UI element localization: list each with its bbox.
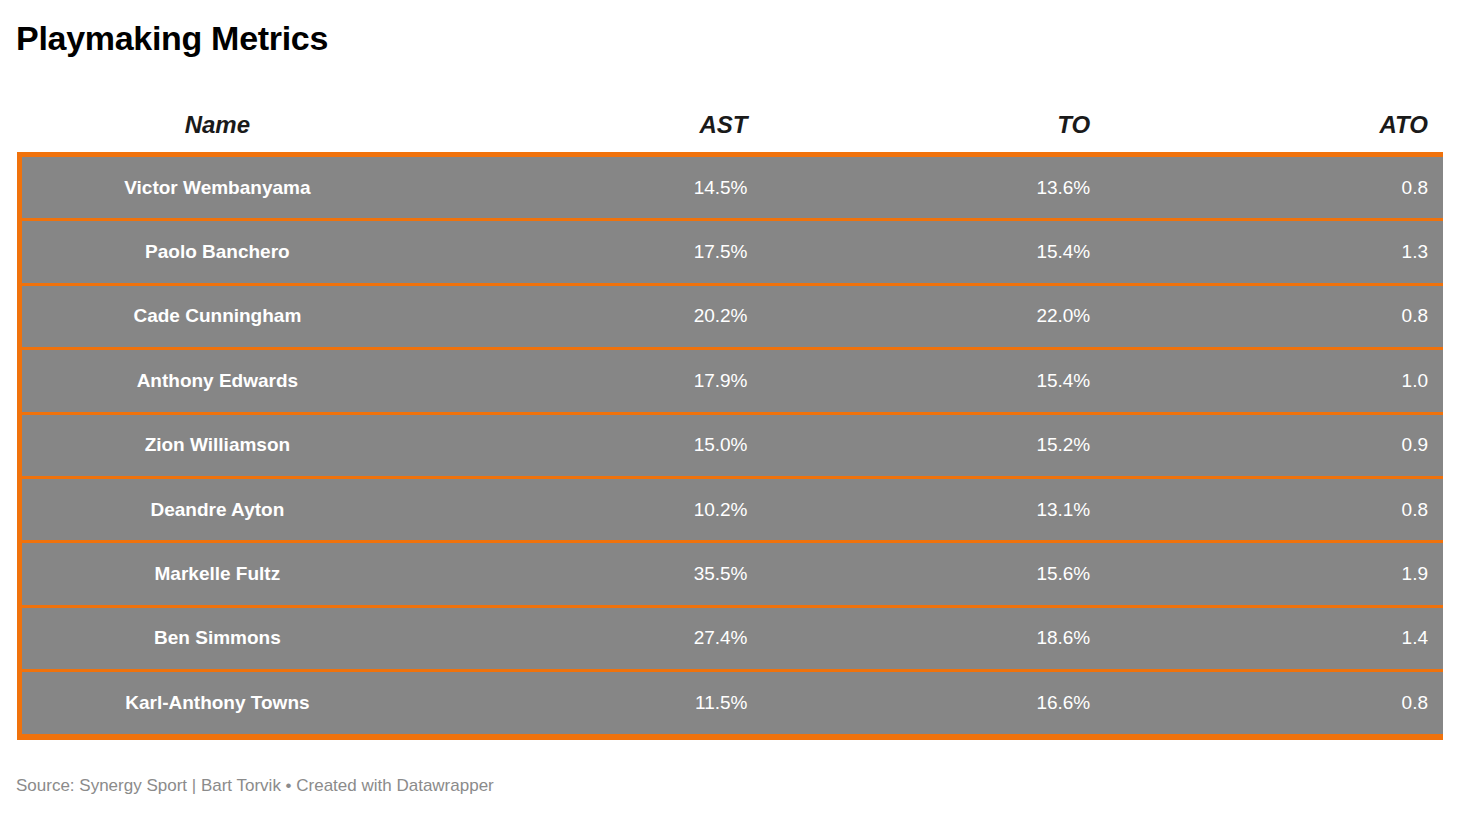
player-name-cell: Cade Cunningham <box>22 305 413 327</box>
table-header-row: Name AST TO ATO <box>17 97 1443 152</box>
ato-cell: 0.8 <box>1093 499 1443 521</box>
player-name-cell: Markelle Fultz <box>22 563 413 585</box>
to-cell: 16.6% <box>756 692 1094 714</box>
to-cell: 13.6% <box>756 177 1094 199</box>
ato-cell: 0.9 <box>1093 434 1443 456</box>
to-cell: 15.6% <box>756 563 1094 585</box>
table-row: Markelle Fultz 35.5% 15.6% 1.9 <box>22 540 1443 604</box>
to-cell: 22.0% <box>756 305 1094 327</box>
column-header-ast: AST <box>413 111 756 139</box>
table-row: Ben Simmons 27.4% 18.6% 1.4 <box>22 605 1443 669</box>
ast-cell: 11.5% <box>413 692 756 714</box>
ast-cell: 14.5% <box>413 177 756 199</box>
table-row: Paolo Banchero 17.5% 15.4% 1.3 <box>22 218 1443 282</box>
table-row: Cade Cunningham 20.2% 22.0% 0.8 <box>22 283 1443 347</box>
player-name-cell: Ben Simmons <box>22 627 413 649</box>
player-name-cell: Anthony Edwards <box>22 370 413 392</box>
ast-cell: 27.4% <box>413 627 756 649</box>
to-cell: 18.6% <box>756 627 1094 649</box>
to-cell: 13.1% <box>756 499 1094 521</box>
player-name-cell: Paolo Banchero <box>22 241 413 263</box>
ast-cell: 35.5% <box>413 563 756 585</box>
table-row: Anthony Edwards 17.9% 15.4% 1.0 <box>22 347 1443 411</box>
ato-cell: 1.4 <box>1093 627 1443 649</box>
to-cell: 15.2% <box>756 434 1094 456</box>
player-name-cell: Victor Wembanyama <box>22 177 413 199</box>
to-cell: 15.4% <box>756 370 1094 392</box>
ast-cell: 17.9% <box>413 370 756 392</box>
table-body: Victor Wembanyama 14.5% 13.6% 0.8 Paolo … <box>17 152 1443 740</box>
ato-cell: 0.8 <box>1093 305 1443 327</box>
ast-cell: 17.5% <box>413 241 756 263</box>
ato-cell: 0.8 <box>1093 692 1443 714</box>
ast-cell: 10.2% <box>413 499 756 521</box>
table-row: Zion Williamson 15.0% 15.2% 0.9 <box>22 412 1443 476</box>
ato-cell: 0.8 <box>1093 177 1443 199</box>
player-name-cell: Karl-Anthony Towns <box>22 692 413 714</box>
ato-cell: 1.9 <box>1093 563 1443 585</box>
playmaking-metrics-page: Playmaking Metrics Name AST TO ATO Victo… <box>0 0 1460 817</box>
column-header-name: Name <box>22 111 413 139</box>
ast-cell: 20.2% <box>413 305 756 327</box>
column-header-ato: ATO <box>1093 111 1443 139</box>
ato-cell: 1.3 <box>1093 241 1443 263</box>
table-row: Victor Wembanyama 14.5% 13.6% 0.8 <box>22 157 1443 218</box>
page-title: Playmaking Metrics <box>0 0 1460 62</box>
table-row: Karl-Anthony Towns 11.5% 16.6% 0.8 <box>22 669 1443 733</box>
player-name-cell: Deandre Ayton <box>22 499 413 521</box>
to-cell: 15.4% <box>756 241 1094 263</box>
ato-cell: 1.0 <box>1093 370 1443 392</box>
table-row: Deandre Ayton 10.2% 13.1% 0.8 <box>22 476 1443 540</box>
source-text: Source: Synergy Sport | Bart Torvik • Cr… <box>16 776 1460 796</box>
player-name-cell: Zion Williamson <box>22 434 413 456</box>
ast-cell: 15.0% <box>413 434 756 456</box>
column-header-to: TO <box>756 111 1094 139</box>
